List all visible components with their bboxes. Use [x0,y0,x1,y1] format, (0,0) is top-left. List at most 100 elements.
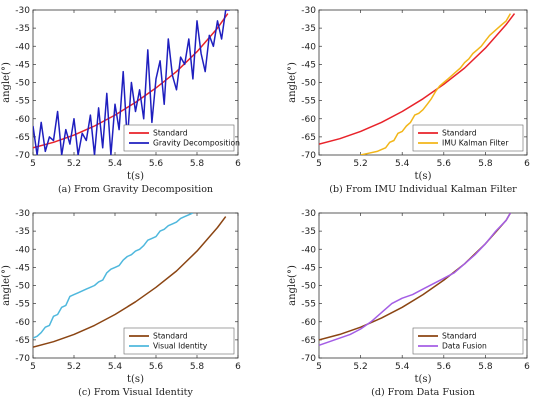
panel-4-y-tick-label: -55 [301,300,316,310]
panel-2-y-tick-label: -55 [301,97,316,107]
panel-3-x-tick-label: 5.6 [149,362,164,372]
panel-1-x-axis-label: t(s) [127,171,144,182]
panel-2-x-tick-label: 5.4 [395,159,410,169]
panel-4-x-tick-label: 6 [524,362,530,372]
panel-2-legend-label-1: Standard [442,129,477,138]
panel-1-y-tick-label: -60 [15,115,30,125]
panel-3-series-2-line [33,213,194,339]
panel-2-x-tick-label: 5.2 [353,159,367,169]
panel-3-x-tick-label: 5.2 [67,362,81,372]
panel-4-x-tick-label: 5.6 [437,362,452,372]
panel-1-y-tick-label: -45 [15,60,30,70]
panel-1-x-tick-label: 5.6 [149,159,164,169]
panel-4-legend-box [412,327,524,355]
panel-2-x-tick-label: 5.6 [437,159,452,169]
panel-2-x-tick-label: 5.8 [478,159,493,169]
panel-2-x-tick-label: 5 [316,159,322,169]
panel-4-legend-label-1: Standard [442,332,477,341]
panel-1-legend-box [123,124,235,152]
panel-4-y-tick-label: -45 [301,263,316,273]
panel-4-y-tick-label: -35 [301,227,316,237]
panel-3-legend-label-1: Standard [153,332,188,341]
panel-2-y-tick-label: -30 [301,6,316,16]
panel-1-x-tick-label: 5 [30,159,36,169]
panel-3-y-tick-label: -35 [15,227,30,237]
panel-3-series-group [33,213,227,348]
panel-2-series-2-line [360,13,512,155]
panel-1-x-tick-label: 5.2 [67,159,81,169]
panel-4-y-axis-label: angle(°) [287,265,298,306]
panel-1-x-tick-label: 5.8 [190,159,205,169]
panel-3-x-tick-label: 6 [235,362,241,372]
panel-3-y-tick-label: -65 [15,336,30,346]
panel-4-x-tick-label: 5.8 [478,362,493,372]
panel-3-y-tick-label: -45 [15,263,30,273]
panel-3-legend-label-2: Visual Identity [153,342,208,351]
panel-2: 5 5.2 5.4 5.6 5.8 6 -30 -35 -40 -45 -50 -55 -60 -65 -7… [287,6,530,195]
panel-3-y-tick-label: -40 [15,245,30,255]
panel-3-y-axis-label: angle(°) [1,265,12,306]
panel-1: 5 5.2 5.4 5.6 5.8 6 -30 -35 -40 -45 -50 -55 -60 -65 -7… [1,6,241,195]
panel-2-y-tick-label: -45 [301,60,316,70]
panel-4-y-tick-label: -30 [301,209,316,219]
panel-2-x-tick-label: 6 [524,159,530,169]
panel-4-y-tick-label: -40 [301,245,316,255]
panel-1-x-tick-label: 6 [235,159,241,169]
panel-1-y-tick-label: -30 [15,6,30,16]
panel-1-y-tick-label: -50 [15,79,30,89]
panel-2-y-tick-label: -65 [301,133,316,143]
panel-4-legend-label-2: Data Fusion [442,342,487,351]
panel-1-x-tick-label: 5.4 [108,159,123,169]
panel-2-y-tick-label: -60 [301,115,316,125]
panel-3-caption: (c) From Visual Identity [78,387,193,398]
panel-4-y-tick-label: -70 [301,354,316,364]
panel-4-x-tick-label: 5.4 [395,362,410,372]
panel-3-y-tick-label: -55 [15,300,30,310]
panel-1-y-axis-label: angle(°) [1,62,12,103]
panel-4-series-2-line [319,213,512,347]
panel-3-y-tick-label: -60 [15,318,30,328]
panel-3-y-tick-label: -70 [15,354,30,364]
panel-2-x-axis-label: t(s) [415,171,432,182]
panel-1-y-tick-label: -40 [15,42,30,52]
panel-1-y-tick-label: -70 [15,151,30,161]
panel-2-y-tick-label: -50 [301,79,316,89]
panel-4-x-axis-label: t(s) [415,374,432,385]
panel-3-x-axis-label: t(s) [127,374,144,385]
panel-1-series-1-line [33,13,229,149]
panel-2-y-axis-label: angle(°) [287,62,298,103]
panel-2-legend-box [412,124,524,152]
panel-2-series-1-line [319,13,516,145]
panel-2-y-tick-label: -35 [301,24,316,34]
panel-4-y-tick-label: -50 [301,282,316,292]
panel-4-caption: (d) From Data Fusion [371,387,475,398]
panel-3-legend-box [123,327,235,355]
panel-3-x-tick-label: 5.4 [108,362,123,372]
panel-1-y-tick-label: -35 [15,24,30,34]
panel-1-y-tick-label: -65 [15,133,30,143]
panel-4-x-tick-label: 5.2 [353,362,367,372]
panel-1-series-group [33,10,230,155]
panel-2-legend-label-2: IMU Kalman Filter [442,139,509,148]
panel-4-series-group [319,213,512,347]
panel-3-y-tick-label: -30 [15,209,30,219]
panel-3-x-tick-label: 5 [30,362,36,372]
panel-2-caption: (b) From IMU Individual Kalman Filter [329,184,517,195]
panel-1-legend-label-2: Gravity Decomposition [153,139,240,148]
panel-4: 5 5.2 5.4 5.6 5.8 6 -30 -35 -40 -45 -50 -55 -60 -65 -7… [287,209,530,398]
panel-2-y-tick-label: -70 [301,151,316,161]
panel-2-y-tick-label: -40 [301,42,316,52]
panel-4-x-tick-label: 5 [316,362,322,372]
panel-1-legend-label-1: Standard [153,129,188,138]
panel-3: 5 5.2 5.4 5.6 5.8 6 -30 -35 -40 -45 -50 -55 -60 -65 -7… [1,209,241,398]
panel-2-series-group [319,13,516,155]
panel-4-y-tick-label: -60 [301,318,316,328]
panel-3-y-tick-label: -50 [15,282,30,292]
panel-4-y-tick-label: -65 [301,336,316,346]
panel-1-y-tick-label: -55 [15,97,30,107]
